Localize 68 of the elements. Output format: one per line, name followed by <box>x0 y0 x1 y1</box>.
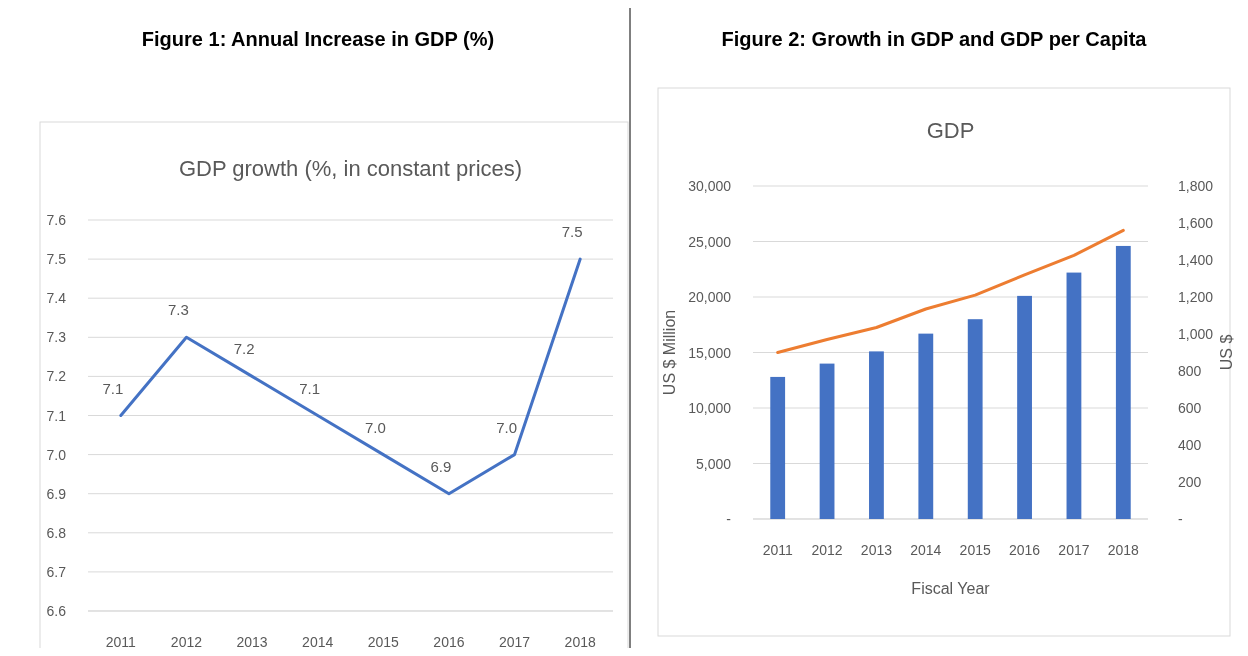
data-label: 7.1 <box>299 379 321 397</box>
y-tick-label: 25,000 <box>688 233 732 250</box>
y-tick-label: - <box>726 511 732 527</box>
y2-tick-label: 800 <box>1178 363 1202 379</box>
x-tick-label: 2017 <box>498 634 531 650</box>
data-label: 7.5 <box>561 223 583 241</box>
y-tick-label: 30,000 <box>688 178 732 194</box>
x-tick-label: 2016 <box>433 634 465 650</box>
x-tick-label: 2017 <box>1058 542 1090 558</box>
y-tick-label: 5,000 <box>695 455 732 472</box>
bar <box>1017 295 1032 519</box>
y2-tick-label: 1,800 <box>1178 178 1214 194</box>
data-label: 7.2 <box>233 340 255 358</box>
chart-title: Figure 2: Growth in GDP and GDP per Capita <box>721 28 1148 50</box>
x-tick-label: 2012 <box>811 542 843 558</box>
y-tick-label: 7.6 <box>46 212 67 228</box>
y2-tick-label: 600 <box>1178 400 1202 416</box>
y-tick-label: 7.5 <box>46 251 67 268</box>
y2-tick-label: 400 <box>1178 437 1202 453</box>
y-tick-label: 7.4 <box>46 290 67 307</box>
y2-tick-label: 200 <box>1178 474 1202 490</box>
y2-tick-label: 1,200 <box>1178 289 1214 305</box>
y-tick-label: 6.8 <box>46 524 67 541</box>
y-tick-label: 6.6 <box>46 603 67 619</box>
y-tick-label: 7.0 <box>46 446 67 463</box>
x-tick-label: 2012 <box>170 634 203 650</box>
line-series <box>776 228 1125 354</box>
x-tick-label: 2011 <box>762 542 793 558</box>
y-tick-label: 20,000 <box>688 289 732 305</box>
x-tick-label: 2015 <box>367 634 400 650</box>
x-tick-label: 2013 <box>236 634 268 650</box>
x-tick-label: 2016 <box>1008 542 1041 558</box>
chart-subtitle: GDP <box>926 118 975 143</box>
y-tick-label: 10,000 <box>688 400 732 416</box>
chart-subtitle: GDP growth (%, in constant prices) <box>178 156 523 181</box>
x-tick-label: 2013 <box>860 542 893 558</box>
y2-axis-title: US $ <box>1218 334 1235 371</box>
y-axis-title: US $ Million <box>661 309 678 396</box>
data-label: 7.1 <box>102 379 124 397</box>
bar <box>1066 272 1082 519</box>
y2-tick-label: 1,000 <box>1178 326 1214 342</box>
data-label: 7.0 <box>364 418 386 436</box>
bar <box>869 351 884 519</box>
x-tick-label: 2011 <box>105 634 137 650</box>
y-tick-label: 6.9 <box>46 485 67 502</box>
y-tick-label: 7.3 <box>46 329 67 346</box>
x-tick-label: 2018 <box>1107 542 1140 558</box>
y2-tick-label: - <box>1178 511 1183 527</box>
y2-tick-label: 1,400 <box>1178 252 1214 268</box>
bar <box>770 376 786 519</box>
y-tick-label: 7.2 <box>46 368 67 385</box>
x-tick-label: 2018 <box>564 634 596 650</box>
bar <box>1115 245 1131 519</box>
bar <box>918 333 934 519</box>
data-label: 6.9 <box>430 457 452 475</box>
x-tick-label: 2015 <box>959 542 991 558</box>
bar <box>967 319 983 519</box>
y2-tick-label: 1,600 <box>1178 215 1214 231</box>
chart-title: Figure 1: Annual Increase in GDP (%) <box>141 28 495 50</box>
bar <box>819 363 835 519</box>
y-tick-label: 6.7 <box>46 563 67 580</box>
x-axis-title: Fiscal Year <box>911 580 991 597</box>
data-label: 7.0 <box>496 418 517 436</box>
y-tick-label: 7.1 <box>46 407 67 424</box>
x-tick-label: 2014 <box>302 634 334 650</box>
x-tick-label: 2014 <box>910 542 942 558</box>
y-tick-label: 15,000 <box>688 344 732 361</box>
data-label: 7.3 <box>168 301 189 319</box>
